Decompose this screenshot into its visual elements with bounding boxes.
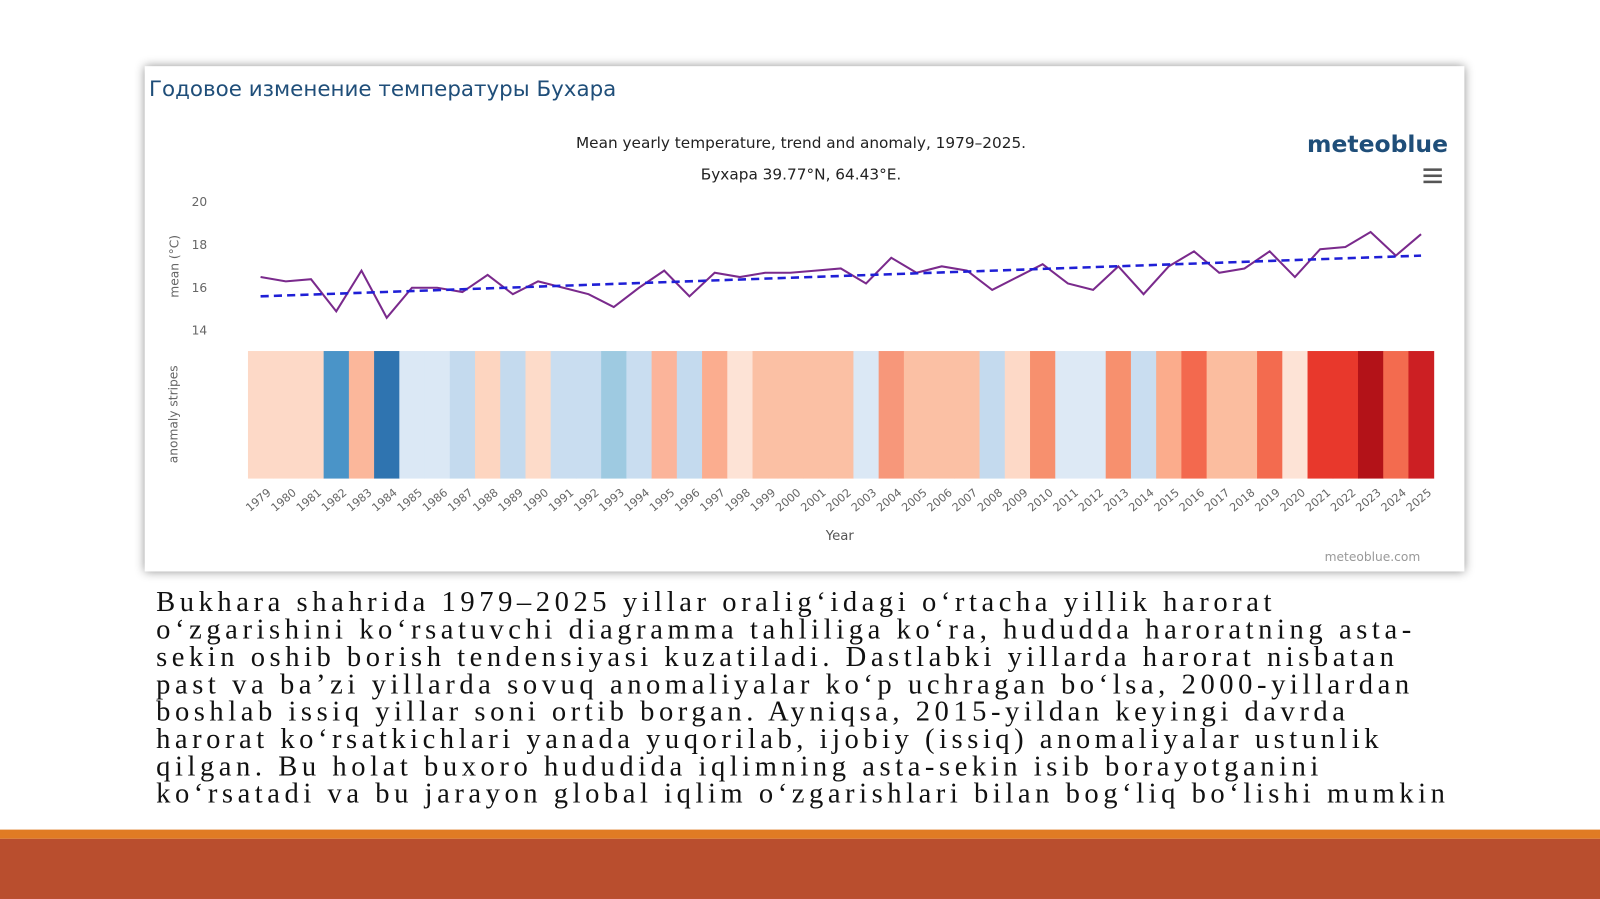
anomaly-stripe: [298, 351, 325, 479]
anomaly-stripe: [828, 351, 854, 479]
anomaly-stripe: [273, 351, 299, 479]
y-tick-label: 14: [192, 324, 208, 338]
anomaly-stripe: [626, 351, 653, 479]
menu-bar: [1423, 168, 1442, 171]
anomaly-stripe: [1408, 351, 1435, 479]
menu-icon[interactable]: [1423, 168, 1442, 184]
anomaly-stripe: [525, 351, 552, 479]
panel-title: Годовое изменение температуры Бухара: [149, 77, 616, 102]
anomaly-stripe: [1004, 351, 1031, 479]
chart-card: [144, 66, 1465, 572]
anomaly-stripe: [1105, 351, 1132, 479]
paragraph-line: o‘zgarishini ko‘rsatuvchi diagramma tahl…: [156, 615, 1411, 646]
anomaly-stripe: [979, 351, 1006, 479]
anomaly-stripe: [1055, 351, 1081, 479]
anomaly-stripe: [651, 351, 678, 479]
paragraph-line: sekin oshib borish tendensiyasi kuzatila…: [156, 642, 1394, 673]
anomaly-stripe: [323, 351, 350, 479]
anomaly-stripe: [1030, 351, 1056, 479]
anomaly-stripe: [676, 351, 703, 479]
anomaly-stripe: [424, 351, 451, 479]
menu-bar: [1423, 174, 1442, 178]
anomaly-stripe: [1307, 351, 1334, 479]
chart-subtitle: Бухара 39.77°N, 64.43°E.: [701, 166, 902, 184]
plot: 1416182019791980198119821983198419851986…: [192, 195, 1435, 514]
brand-logo: meteoblue: [1307, 130, 1448, 158]
y-axis-title: mean (°C): [168, 235, 182, 298]
anomaly-stripe: [777, 351, 804, 479]
anomaly-stripe: [903, 351, 930, 479]
anomaly-stripe: [954, 351, 981, 479]
anomaly-stripe: [1080, 351, 1107, 479]
anomaly-stripe: [1156, 351, 1182, 479]
anomaly-stripe: [878, 351, 905, 479]
anomaly-stripe: [500, 351, 526, 479]
x-axis-title: Year: [825, 529, 855, 544]
anomaly-stripe: [1282, 351, 1309, 479]
anomaly-stripe: [727, 351, 754, 479]
anomaly-stripe: [752, 351, 779, 479]
footer-band: [0, 838, 1600, 899]
menu-bar: [1423, 180, 1442, 184]
chart-title: Mean yearly temperature, trend and anoma…: [576, 134, 1026, 152]
anomaly-stripe: [1130, 351, 1157, 479]
y-tick-label: 18: [192, 238, 208, 252]
stripes-label: anomaly stripes: [167, 365, 181, 463]
footer-stripe: [0, 829, 1600, 839]
anomaly-stripe: [1206, 351, 1233, 479]
paragraph: Bukhara shahrida 1979–2025 yillar oralig…: [156, 587, 1445, 809]
anomaly-stripe: [399, 351, 426, 479]
paragraph-line: ko‘rsatadi va bu jarayon global iqlim o‘…: [156, 779, 1445, 810]
anomaly-stripe: [802, 351, 829, 479]
anomaly-stripe: [348, 351, 375, 479]
anomaly-stripe: [475, 351, 501, 479]
anomaly-stripe: [247, 351, 274, 479]
anomaly-stripe: [1181, 351, 1208, 479]
anomaly-stripe: [1257, 351, 1283, 479]
anomaly-stripe: [929, 351, 955, 479]
paragraph-line: past va ba’zi yillarda sovuq anomaliyala…: [156, 669, 1409, 700]
anomaly-stripe: [702, 351, 728, 479]
anomaly-stripe: [601, 351, 627, 479]
y-tick-label: 16: [192, 281, 208, 295]
y-tick-label: 20: [192, 195, 208, 209]
anomaly-stripe: [1383, 351, 1409, 479]
anomaly-stripe: [1332, 351, 1359, 479]
anomaly-stripe: [853, 351, 880, 479]
paragraph-line: Bukhara shahrida 1979–2025 yillar oralig…: [156, 587, 1271, 618]
trend-line: [260, 254, 1422, 298]
credit: meteoblue.com: [1325, 550, 1421, 564]
anomaly-stripe: [449, 351, 476, 479]
anomaly-stripe: [1231, 351, 1258, 479]
anomaly-stripe: [575, 351, 602, 479]
anomaly-stripe: [1357, 351, 1384, 479]
anomaly-stripe: [550, 351, 577, 479]
paragraph-line: qilgan. Bu holat buxoro hududida iqlimni…: [156, 751, 1318, 782]
anomaly-stripe: [374, 351, 400, 479]
